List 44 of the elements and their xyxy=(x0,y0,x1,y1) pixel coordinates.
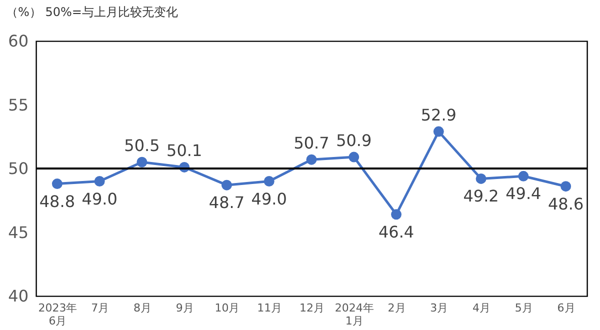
x-tick-label: 11月 xyxy=(257,302,282,314)
data-label: 50.5 xyxy=(124,136,160,156)
data-label: 52.9 xyxy=(420,106,456,125)
x-tick-label: 8月 xyxy=(133,302,152,314)
point xyxy=(52,178,62,190)
data-label: 48.7 xyxy=(208,193,245,212)
x-tick-label: 5月 xyxy=(514,302,533,314)
x-tick-label: 7月 xyxy=(91,302,110,314)
y-tick-label: 45 xyxy=(8,222,28,242)
point xyxy=(348,152,360,162)
data-label: 49.2 xyxy=(463,186,499,206)
data-label: 49.4 xyxy=(506,184,542,204)
point xyxy=(433,126,444,137)
x-tick-label: 10月 xyxy=(214,302,240,314)
data-label: 50.9 xyxy=(336,131,372,150)
point xyxy=(221,180,232,190)
point xyxy=(136,156,148,168)
x-tick-label: 2024年 1月 xyxy=(334,302,374,328)
data-label: 49.0 xyxy=(82,189,118,208)
data-label: 48.6 xyxy=(548,194,584,214)
data-label: 48.8 xyxy=(39,192,76,211)
data-label: 50.1 xyxy=(166,141,202,160)
point xyxy=(518,170,529,182)
x-tick-label: 12月 xyxy=(300,302,324,314)
text: （%） 50%=与上月比较无变化 xyxy=(6,5,178,19)
x-tick-label: 2023年 6月 xyxy=(38,302,78,328)
x-tick-label: 2月 xyxy=(388,302,406,314)
data-label: 49.0 xyxy=(251,189,287,208)
data-label: 50.7 xyxy=(294,134,330,153)
point xyxy=(476,173,486,184)
y-tick-label: 40 xyxy=(8,286,28,306)
point xyxy=(391,209,402,220)
x-tick-label: 9月 xyxy=(176,302,194,314)
x-tick-label: 3月 xyxy=(430,302,448,314)
x-tick-label: 6月 xyxy=(557,302,576,314)
point xyxy=(306,154,317,165)
point xyxy=(560,181,572,192)
x-tick-label: 4月 xyxy=(472,302,491,314)
point xyxy=(264,176,274,186)
y-tick-label: 60 xyxy=(8,32,28,50)
y-tick-label: 55 xyxy=(8,95,28,114)
data-label: 46.4 xyxy=(378,222,414,242)
point xyxy=(94,176,105,186)
y-tick-label: 50 xyxy=(8,159,28,178)
